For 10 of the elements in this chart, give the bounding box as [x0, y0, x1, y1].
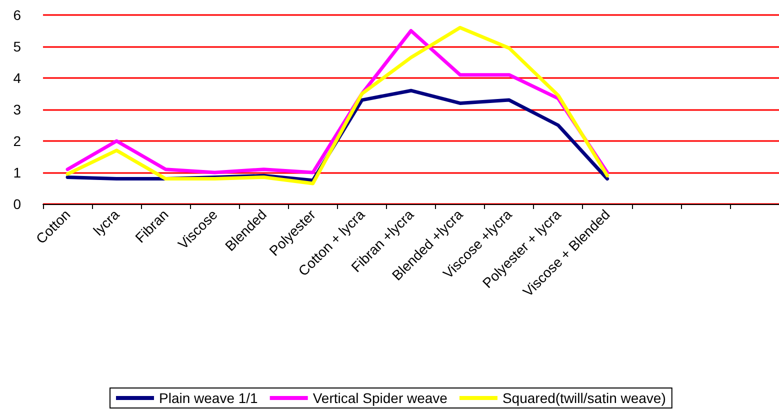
legend-label: Vertical Spider weave	[312, 390, 448, 406]
y-tick-label: 1	[13, 164, 22, 180]
y-tick-label: 3	[13, 102, 22, 118]
y-tick-label: 0	[13, 196, 22, 212]
y-tick-label: 6	[13, 7, 22, 23]
y-tick-label: 4	[13, 70, 22, 86]
legend-label: Plain weave 1/1	[159, 390, 258, 406]
legend-label: Squared(twill/satin weave)	[502, 390, 666, 406]
y-tick-label: 5	[13, 38, 22, 54]
y-tick-label: 2	[13, 133, 22, 149]
